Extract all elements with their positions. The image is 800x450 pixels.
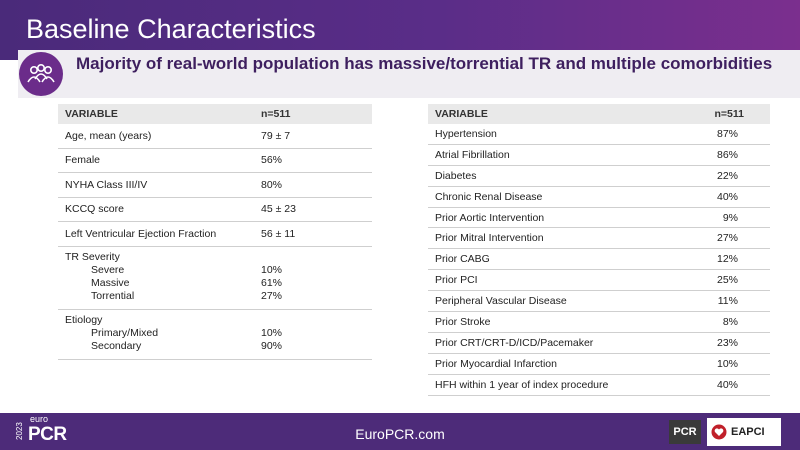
row-value: 86% bbox=[716, 148, 738, 161]
column-header-variable: VARIABLE bbox=[65, 108, 118, 120]
row-label: Hypertension bbox=[435, 127, 497, 140]
table-row: Prior Aortic Intervention 9% bbox=[428, 208, 770, 229]
table-row-tr-severity: TR Severity Severe Massive Torrential 10… bbox=[58, 247, 372, 310]
column-header-variable: VARIABLE bbox=[435, 108, 488, 120]
table-row: Peripheral Vascular Disease 11% bbox=[428, 291, 770, 313]
sub-value: 10% bbox=[261, 326, 283, 339]
row-value: 56 ± 11 bbox=[261, 227, 296, 240]
row-value: 87% bbox=[716, 127, 738, 140]
row-label: KCCQ score bbox=[65, 203, 124, 216]
table-header: VARIABLE n=511 bbox=[58, 104, 372, 124]
sub-label: Torrential bbox=[91, 289, 135, 302]
subtitle-text: Majority of real-world population has ma… bbox=[76, 54, 773, 73]
sub-value: 27% bbox=[261, 289, 283, 302]
row-label: Prior CRT/CRT-D/ICD/Pacemaker bbox=[435, 336, 594, 349]
table-row: Female 56% bbox=[58, 149, 372, 173]
table-row: Prior Mitral Intervention 27% bbox=[428, 228, 770, 250]
heart-icon bbox=[711, 424, 727, 440]
table-row: Prior Stroke 8% bbox=[428, 312, 770, 333]
table-row: Hypertension 87% bbox=[428, 124, 770, 145]
row-label: Prior Stroke bbox=[435, 315, 491, 328]
baseline-table: VARIABLE n=511 Age, mean (years) 79 ± 7 … bbox=[58, 104, 372, 360]
footer-brand-small: euro bbox=[30, 414, 49, 424]
row-value: 23% bbox=[716, 336, 738, 349]
subtitle-band bbox=[18, 50, 800, 98]
table-row-etiology: Etiology Primary/Mixed Secondary 10% 90% bbox=[58, 310, 372, 360]
page-title: Baseline Characteristics bbox=[26, 14, 316, 44]
table-row: Left Ventricular Ejection Fraction 56 ± … bbox=[58, 222, 372, 247]
table-row: Diabetes 22% bbox=[428, 166, 770, 187]
row-label: Chronic Renal Disease bbox=[435, 190, 543, 203]
sub-value: 10% bbox=[261, 263, 283, 276]
table-row: Prior PCI 25% bbox=[428, 270, 770, 292]
row-label: Prior Myocardial Infarction bbox=[435, 357, 557, 370]
group-label: Etiology bbox=[65, 313, 103, 326]
column-header-n: n=511 bbox=[714, 108, 745, 120]
table-row: HFH within 1 year of index procedure 40% bbox=[428, 375, 770, 396]
row-value: 80% bbox=[261, 178, 283, 191]
sub-label: Secondary bbox=[91, 339, 142, 352]
sub-value: 90% bbox=[261, 339, 283, 352]
row-value: 8% bbox=[722, 315, 738, 328]
row-label: Atrial Fibrillation bbox=[435, 148, 510, 161]
eapci-label: EAPCI bbox=[731, 425, 765, 438]
row-value: 56% bbox=[261, 154, 283, 167]
row-label: Female bbox=[65, 154, 101, 167]
row-value: 27% bbox=[716, 232, 738, 245]
row-value: 40% bbox=[716, 190, 738, 203]
row-label: Prior Mitral Intervention bbox=[435, 232, 544, 245]
sub-value: 61% bbox=[261, 276, 283, 289]
table-row: Atrial Fibrillation 86% bbox=[428, 145, 770, 166]
row-label: Age, mean (years) bbox=[65, 129, 152, 142]
people-group-icon bbox=[19, 52, 63, 96]
sub-label: Severe bbox=[91, 263, 125, 276]
row-label: Prior CABG bbox=[435, 253, 490, 266]
row-label: Prior Aortic Intervention bbox=[435, 211, 545, 224]
eapci-logo: EAPCI bbox=[707, 418, 781, 446]
row-value: 11% bbox=[717, 295, 738, 308]
table-row: Age, mean (years) 79 ± 7 bbox=[58, 124, 372, 149]
comorbidities-table: VARIABLE n=511 Hypertension 87% Atrial Fib… bbox=[428, 104, 770, 396]
row-value: 10% bbox=[716, 357, 738, 370]
table-row: NYHA Class III/IV 80% bbox=[58, 173, 372, 198]
pcr-logo: PCR bbox=[669, 420, 701, 444]
row-value: 9% bbox=[722, 211, 738, 224]
table-header: VARIABLE n=511 bbox=[428, 104, 770, 124]
row-label: Diabetes bbox=[435, 169, 477, 182]
europcr-logo: PCR bbox=[28, 424, 67, 445]
row-value: 45 ± 23 bbox=[261, 203, 296, 216]
row-value: 79 ± 7 bbox=[261, 129, 291, 142]
row-value: 12% bbox=[716, 253, 738, 266]
row-value: 25% bbox=[716, 274, 738, 287]
row-label: Peripheral Vascular Disease bbox=[435, 295, 567, 308]
row-value: 40% bbox=[716, 378, 738, 391]
row-label: NYHA Class III/IV bbox=[65, 178, 148, 191]
footer-bar bbox=[0, 413, 800, 450]
row-label: Prior PCI bbox=[435, 274, 478, 287]
footer-website-link[interactable]: EuroPCR.com bbox=[355, 426, 445, 442]
table-row: Prior CABG 12% bbox=[428, 249, 770, 271]
row-label: HFH within 1 year of index procedure bbox=[435, 378, 609, 391]
sub-label: Massive bbox=[91, 276, 130, 289]
sub-label: Primary/Mixed bbox=[91, 326, 159, 339]
column-header-n: n=511 bbox=[261, 108, 291, 120]
group-label: TR Severity bbox=[65, 250, 120, 263]
row-value: 22% bbox=[716, 169, 738, 182]
row-label: Left Ventricular Ejection Fraction bbox=[65, 227, 217, 240]
table-row: Prior Myocardial Infarction 10% bbox=[428, 354, 770, 375]
table-row: KCCQ score 45 ± 23 bbox=[58, 198, 372, 222]
table-row: Chronic Renal Disease 40% bbox=[428, 187, 770, 208]
table-row: Prior CRT/CRT-D/ICD/Pacemaker 23% bbox=[428, 333, 770, 354]
